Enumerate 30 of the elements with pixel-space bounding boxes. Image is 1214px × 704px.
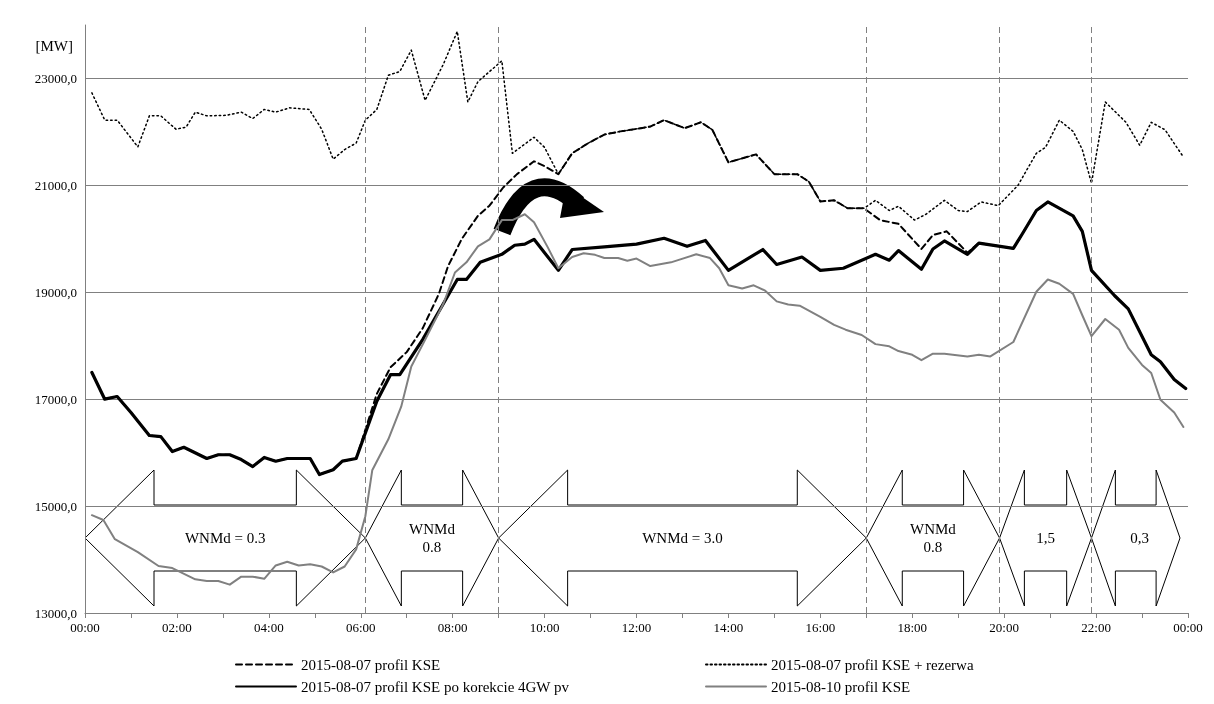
y-tick-label: 17000,0 <box>34 391 77 407</box>
x-tick-label: 08:00 <box>437 620 468 635</box>
annotation: WNMd = 3.0 <box>642 530 723 546</box>
y-axis-title: [MW] <box>35 37 73 54</box>
annotation: WNMd 0.8 <box>910 521 957 555</box>
x-tick-label: 18:00 <box>897 620 928 635</box>
x-tick-label: 10:00 <box>529 620 560 635</box>
legend-label: 2015-08-07 profil KSE <box>301 656 441 673</box>
x-tick-label: 00:00 <box>1173 620 1203 635</box>
y-tick-label: 23000,0 <box>34 70 77 86</box>
legend-label: 2015-08-10 profil KSE <box>771 678 911 695</box>
x-tick-label: 02:00 <box>162 620 192 635</box>
x-tick-label: 20:00 <box>989 620 1019 635</box>
annotation: WNMd = 0.3 <box>184 530 266 546</box>
legend-label: 2015-08-07 profil KSE + rezerwa <box>771 656 974 673</box>
legend-label: 2015-08-07 profil KSE po korekcie 4GW pv <box>301 678 570 695</box>
x-tick-label: 00:00 <box>70 620 100 635</box>
x-tick-label: 16:00 <box>805 620 836 635</box>
y-tick-label: 19000,0 <box>34 284 77 300</box>
x-tick-label: 06:00 <box>345 620 376 635</box>
x-tick-label: 12:00 <box>621 620 652 635</box>
annotation: 1,5 <box>1036 530 1055 546</box>
y-tick-label: 15000,0 <box>34 498 77 514</box>
annotation: WNMd 0.8 <box>409 521 456 555</box>
x-tick-label: 04:00 <box>254 620 284 635</box>
y-tick-label: 13000,0 <box>34 605 77 621</box>
y-tick-label: 21000,0 <box>34 177 77 193</box>
x-tick-label: 22:00 <box>1081 620 1111 635</box>
annotation: 0,3 <box>1130 530 1150 546</box>
x-tick-label: 14:00 <box>713 620 744 635</box>
